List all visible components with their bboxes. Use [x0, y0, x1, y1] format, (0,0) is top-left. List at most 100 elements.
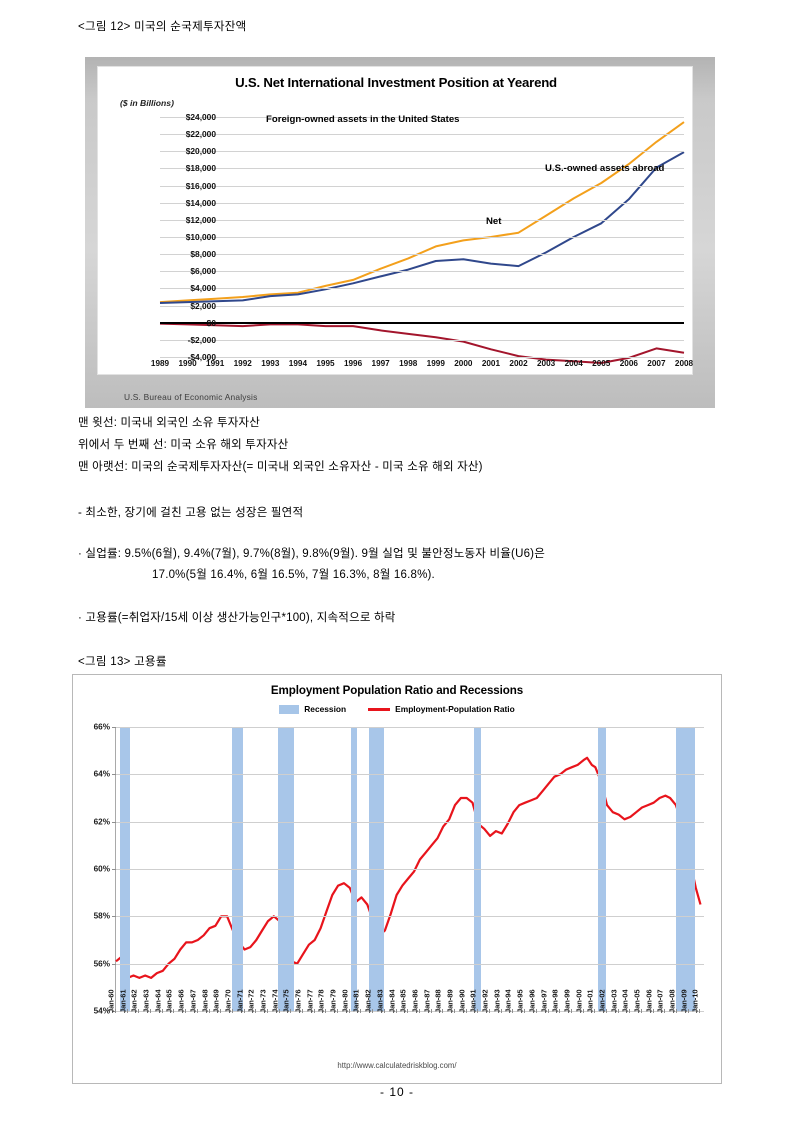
gridline	[160, 237, 684, 238]
x-axis-tick-label: 1990	[178, 359, 197, 368]
x-axis-tick-label: Jan-82	[363, 989, 373, 1013]
x-axis-tick-label: Jan-00	[574, 989, 584, 1013]
gridline	[116, 916, 704, 918]
y-axis-tick-mark	[112, 774, 116, 776]
x-axis-tick-label: Jan-04	[620, 989, 630, 1013]
x-axis-tick-mark	[559, 1009, 561, 1013]
figure-12-caption: <그림 12> 미국의 순국제투자잔액	[78, 21, 247, 33]
x-axis-tick-label: Jan-78	[316, 989, 326, 1013]
gridline	[160, 271, 684, 273]
x-axis-tick-label: Jan-87	[422, 989, 432, 1013]
y-axis-tick-label: 54%	[93, 1006, 110, 1016]
x-axis-tick-label: Jan-08	[667, 989, 677, 1013]
x-axis-tick-label: Jan-07	[655, 989, 665, 1013]
legend-label-employment-ratio: Employment-Population Ratio	[395, 704, 515, 714]
x-axis-tick-mark	[243, 1009, 245, 1013]
x-axis-tick-mark	[185, 1009, 187, 1013]
gridline	[160, 339, 684, 341]
line-series-group	[115, 756, 702, 979]
y-axis-tick-label: $4,000	[190, 283, 216, 294]
bullet-unemployment-rate-line-2: 17.0%(5월 16.4%, 6월 16.5%, 7월 16.3%, 8월 1…	[152, 569, 435, 581]
x-axis-tick-label: 1995	[316, 359, 335, 368]
bullet-employment-ratio: · 고용률(=취업자/15세 이상 생산가능인구*100), 지속적으로 하락	[78, 612, 396, 624]
x-axis-tick-mark	[652, 1009, 654, 1013]
zero-axis-line	[160, 321, 684, 324]
x-axis-tick-label: Jan-79	[328, 989, 338, 1013]
x-axis-tick-label: Jan-74	[270, 989, 280, 1013]
x-axis-tick-label: Jan-77	[305, 989, 315, 1013]
x-axis-tick-label: Jan-76	[293, 989, 303, 1013]
figure-12-net-investment-position-chart: U.S. Net International Investment Positi…	[85, 57, 715, 408]
x-axis-tick-label: 1997	[371, 359, 390, 368]
chart-legend: Recession Employment-Population Ratio	[73, 704, 721, 714]
x-axis-tick-mark	[383, 1009, 385, 1013]
x-axis-tick-label: Jan-72	[246, 989, 256, 1013]
x-axis-tick-mark	[266, 1009, 268, 1013]
x-axis-tick-mark	[676, 1009, 678, 1013]
x-axis-tick-mark	[418, 1009, 420, 1013]
y-axis-tick-mark	[112, 916, 116, 918]
legend-item-employment-ratio: Employment-Population Ratio	[368, 704, 515, 714]
x-axis-tick-label: 2004	[564, 359, 583, 368]
chart-title: U.S. Net International Investment Positi…	[235, 75, 557, 90]
series-annotation-foreign-owned: Foreign-owned assets in the United State…	[266, 114, 460, 125]
gridline	[116, 774, 704, 776]
x-axis-tick-label: Jan-63	[141, 989, 151, 1013]
x-axis-tick-mark	[641, 1009, 643, 1013]
y-axis-tick-label: $14,000	[185, 197, 216, 208]
x-axis-tick-label: 2007	[647, 359, 666, 368]
gridline	[160, 254, 684, 256]
x-axis-tick-label: 1998	[399, 359, 418, 368]
y-axis-unit-label: ($ in Billions)	[120, 98, 174, 108]
y-axis-tick-mark	[112, 1011, 116, 1012]
gridline	[116, 821, 704, 823]
x-axis-tick-label: Jan-80	[340, 989, 350, 1013]
x-axis-tick-label: Jan-89	[445, 989, 455, 1013]
gridline	[160, 357, 684, 358]
y-axis-tick-label: $20,000	[185, 146, 216, 157]
x-axis-tick-label: Jan-81	[351, 989, 361, 1013]
series-line	[159, 151, 685, 304]
gridline	[160, 117, 684, 118]
series-line	[159, 322, 685, 364]
x-axis-tick-mark	[255, 1009, 257, 1013]
figure-13-caption: <그림 13> 고용률	[78, 656, 167, 668]
chart-source-label: U.S. Bureau of Economic Analysis	[124, 392, 258, 402]
x-axis-tick-label: Jan-64	[153, 989, 163, 1013]
x-axis-tick-label: 1989	[150, 359, 170, 368]
gridline	[116, 1011, 704, 1012]
x-axis-tick-label: Jan-93	[492, 989, 502, 1013]
y-axis-tick-label: -$4,000	[187, 352, 216, 362]
y-axis-tick-mark	[112, 727, 116, 728]
x-axis-tick-mark	[489, 1009, 491, 1013]
x-axis-tick-label: 2005	[592, 359, 611, 368]
x-axis-tick-mark	[454, 1009, 455, 1013]
x-axis-tick-mark	[302, 1009, 304, 1013]
y-axis-tick-label: $18,000	[185, 163, 216, 174]
y-axis-tick-label: $8,000	[190, 249, 216, 260]
x-axis-tick-mark	[313, 1009, 315, 1013]
x-axis-tick-mark	[407, 1009, 409, 1013]
x-axis-tick-label: Jan-83	[375, 989, 385, 1013]
y-axis-tick-mark	[112, 963, 116, 965]
x-axis-tick-mark	[535, 1009, 537, 1013]
x-axis-tick-mark	[617, 1009, 619, 1013]
x-axis-tick-mark	[500, 1009, 502, 1013]
x-axis-tick-mark	[231, 1009, 233, 1013]
x-axis-tick-mark	[138, 1009, 140, 1013]
x-axis-tick-label: Jan-97	[539, 989, 549, 1013]
x-axis-tick-mark	[220, 1009, 222, 1013]
x-axis-tick-label: Jan-85	[398, 989, 408, 1013]
gridline	[116, 963, 704, 965]
x-axis-tick-mark	[605, 1009, 607, 1013]
x-axis-tick-mark	[290, 1009, 292, 1013]
x-axis-tick-label: Jan-94	[503, 989, 513, 1013]
x-axis-tick-mark	[208, 1009, 210, 1013]
bullet-jobless-growth: - 최소한, 장기에 걸친 고용 없는 성장은 필연적	[78, 507, 304, 519]
chart-plate: U.S. Net International Investment Positi…	[97, 66, 693, 402]
x-axis-tick-mark	[196, 1009, 198, 1013]
series-annotation-net: Net	[486, 216, 502, 227]
x-axis-tick-label: Jan-98	[550, 989, 560, 1013]
x-axis-tick-label: Jan-62	[129, 989, 139, 1013]
gridline	[160, 305, 684, 307]
